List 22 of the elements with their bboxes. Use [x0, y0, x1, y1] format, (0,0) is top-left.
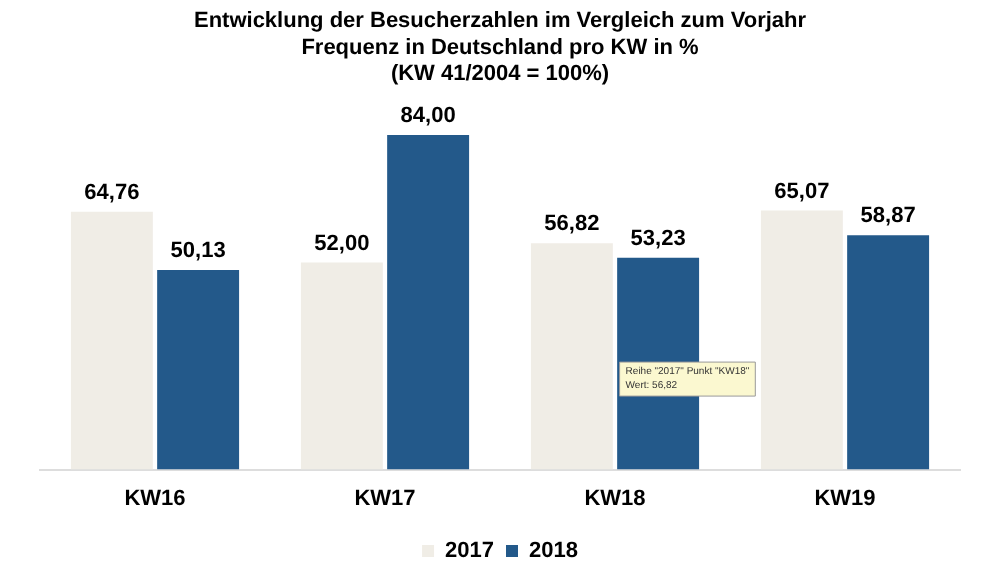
- x-tick-label: KW19: [814, 486, 876, 511]
- x-tick-label: KW18: [584, 486, 646, 511]
- data-label: 64,76: [84, 180, 140, 205]
- bar: [847, 235, 930, 470]
- legend-label: 2017: [445, 539, 495, 564]
- bar: [70, 211, 153, 470]
- legend-label: 2018: [529, 539, 578, 564]
- x-tick-label: KW17: [354, 486, 416, 511]
- bar: [530, 243, 613, 470]
- bar: [760, 210, 843, 470]
- x-tick-label: KW16: [124, 486, 186, 511]
- data-label: 84,00: [400, 104, 456, 129]
- data-label: 65,07: [774, 179, 830, 204]
- data-label: 56,82: [544, 212, 600, 237]
- bar: [387, 135, 470, 470]
- bar: [157, 269, 240, 470]
- data-label: 53,23: [630, 226, 686, 251]
- data-label: 58,87: [860, 204, 916, 229]
- data-label: 52,00: [314, 231, 370, 256]
- bar: [300, 262, 383, 470]
- data-label: 50,13: [170, 239, 226, 264]
- chart-title: Entwicklung der Besucherzahlen im Vergleich zum Vorjahr Frequenz in Deutschland pro KW in % (KW 41/2004 = 100%): [193, 9, 808, 87]
